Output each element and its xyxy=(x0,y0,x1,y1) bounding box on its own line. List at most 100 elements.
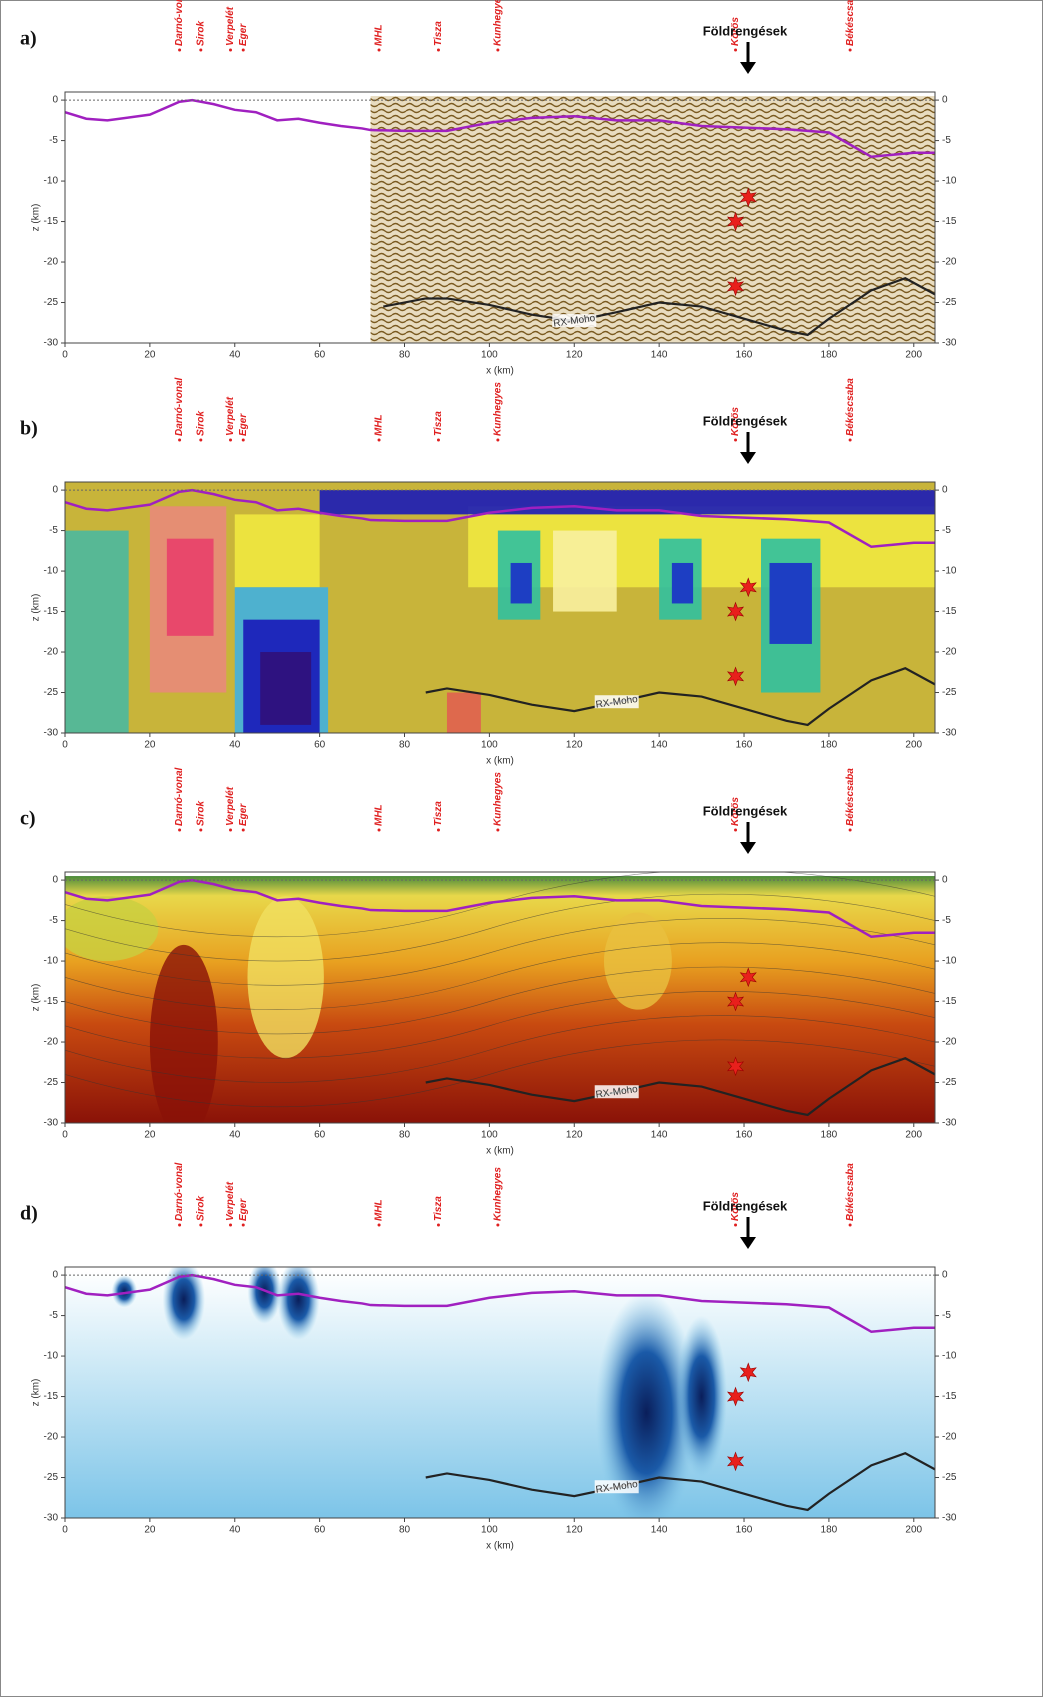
location-marker xyxy=(734,828,738,832)
y-tick-label-right: -10 xyxy=(942,566,957,577)
location-label: Darnó-vonal xyxy=(174,0,185,46)
line-label-bg xyxy=(594,1085,639,1099)
x-tick-label: 180 xyxy=(821,740,838,751)
y-tick-label: -30 xyxy=(44,1513,59,1524)
earthquake xyxy=(726,1451,745,1472)
velocity-feature xyxy=(149,944,218,1123)
location-label: Verpelét xyxy=(225,396,236,436)
y-tick-label: -15 xyxy=(44,996,59,1007)
location-marker xyxy=(199,1223,203,1227)
location-label: Békéscsaba xyxy=(845,378,856,436)
y-tick-label: -25 xyxy=(44,687,59,698)
y-axis-label: z (km) xyxy=(31,1379,42,1407)
location-label: Tisza xyxy=(433,21,444,46)
location-marker xyxy=(229,828,233,832)
location-marker xyxy=(377,48,381,52)
location-marker xyxy=(229,48,233,52)
location-label: Körös xyxy=(730,407,741,436)
tomo-cell xyxy=(553,530,617,612)
x-tick-label: 200 xyxy=(905,1525,922,1536)
location-label: Körös xyxy=(730,797,741,826)
x-tick-label: 20 xyxy=(144,740,156,751)
x-tick-label: 100 xyxy=(481,740,498,751)
y-axis-label: z (km) xyxy=(31,204,42,232)
location-marker xyxy=(436,828,440,832)
location-marker xyxy=(377,1223,381,1227)
x-tick-label: 140 xyxy=(651,350,668,361)
resistivity-feature xyxy=(676,1315,728,1478)
location-marker xyxy=(848,438,852,442)
line xyxy=(425,667,935,727)
y-tick-label-right: -20 xyxy=(942,257,957,268)
resistivity-feature xyxy=(111,1275,138,1308)
contour xyxy=(65,991,935,1059)
location-marker xyxy=(436,438,440,442)
line xyxy=(425,1057,935,1117)
y-tick-label: -10 xyxy=(44,1351,59,1362)
y-tick-label-right: -20 xyxy=(942,1432,957,1443)
y-tick-label: -25 xyxy=(44,1077,59,1088)
x-tick-label: 40 xyxy=(229,1130,241,1141)
location-marker xyxy=(241,1223,245,1227)
tomo-cell xyxy=(671,562,694,604)
x-tick-label: 100 xyxy=(481,1525,498,1536)
y-tick-label: -5 xyxy=(49,1310,58,1321)
y-tick-label: -30 xyxy=(44,1118,59,1129)
x-tick-label: 20 xyxy=(144,1130,156,1141)
location-label: Tisza xyxy=(433,1196,444,1221)
location-marker xyxy=(241,48,245,52)
location-marker xyxy=(229,1223,233,1227)
y-tick-label: 0 xyxy=(52,1270,58,1281)
x-tick-label: 20 xyxy=(144,1525,156,1536)
y-tick-label: -5 xyxy=(49,135,58,146)
y-tick-label: -15 xyxy=(44,216,59,227)
annotation-arrowhead xyxy=(740,842,756,854)
x-tick-label: 120 xyxy=(566,350,583,361)
annotation: Földrengések xyxy=(703,1198,788,1213)
y-tick-label-right: -10 xyxy=(942,956,957,967)
x-tick-label: 0 xyxy=(62,1130,68,1141)
panel-label: b) xyxy=(20,418,38,440)
y-tick-label-right: -5 xyxy=(942,1310,951,1321)
x-tick-label: 160 xyxy=(736,1525,753,1536)
y-tick-label: -5 xyxy=(49,525,58,536)
location-marker xyxy=(734,1223,738,1227)
annotation-arrowhead xyxy=(740,1237,756,1249)
location-label: Békéscsaba xyxy=(845,1163,856,1221)
location-label: Darnó-vonal xyxy=(174,767,185,826)
contour xyxy=(65,1039,935,1108)
x-tick-label: 120 xyxy=(566,1525,583,1536)
earthquake xyxy=(726,1386,745,1407)
x-tick-label: 160 xyxy=(736,740,753,751)
y-tick-label-right: 0 xyxy=(942,485,948,496)
y-tick-label-right: -30 xyxy=(942,728,957,739)
x-tick-label: 100 xyxy=(481,350,498,361)
x-axis-label: x (km) xyxy=(486,756,514,767)
location-label: Kunhegyes xyxy=(493,382,504,436)
x-tick-label: 140 xyxy=(651,1525,668,1536)
location-marker xyxy=(496,438,500,442)
x-tick-label: 60 xyxy=(314,350,326,361)
location-marker xyxy=(178,828,182,832)
y-tick-label-right: -15 xyxy=(942,606,957,617)
y-tick-label-right: -5 xyxy=(942,135,951,146)
location-marker xyxy=(436,1223,440,1227)
plot-area xyxy=(65,96,935,343)
y-tick-label: -5 xyxy=(49,915,58,926)
y-tick-label: 0 xyxy=(52,875,58,886)
seismic-image xyxy=(370,96,935,343)
location-marker xyxy=(496,48,500,52)
location-label: Verpelét xyxy=(225,1181,236,1221)
x-tick-label: 120 xyxy=(566,740,583,751)
tomo-cell xyxy=(65,530,129,733)
y-tick-label-right: -15 xyxy=(942,1391,957,1402)
earthquake xyxy=(726,1056,745,1077)
y-tick-label: -25 xyxy=(44,297,59,308)
plot-area xyxy=(65,482,935,733)
earthquake xyxy=(739,187,757,208)
y-tick-label-right: -25 xyxy=(942,687,957,698)
earthquake xyxy=(726,276,745,297)
x-axis-label: x (km) xyxy=(486,1146,514,1157)
y-axis-label: z (km) xyxy=(31,984,42,1012)
earthquake xyxy=(739,1362,757,1383)
